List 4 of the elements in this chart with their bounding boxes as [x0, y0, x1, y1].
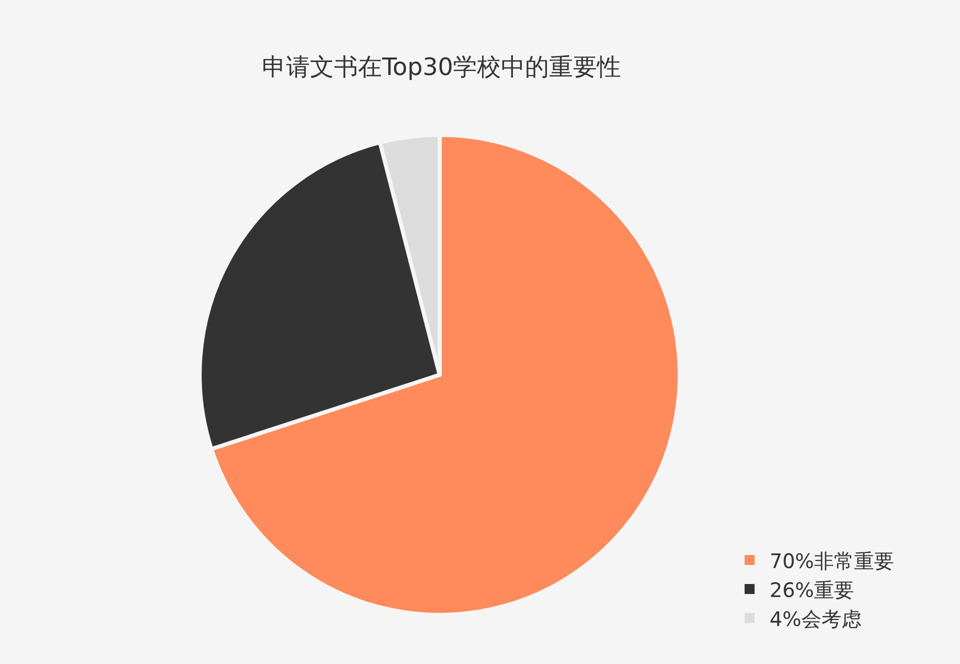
legend-label: 70%非常重要	[770, 548, 894, 573]
legend-label: 4%会考虑	[770, 606, 862, 631]
chart-title: 申请文书在Top30学校中的重要性	[262, 52, 622, 81]
legend-label: 26%重要	[770, 578, 854, 602]
